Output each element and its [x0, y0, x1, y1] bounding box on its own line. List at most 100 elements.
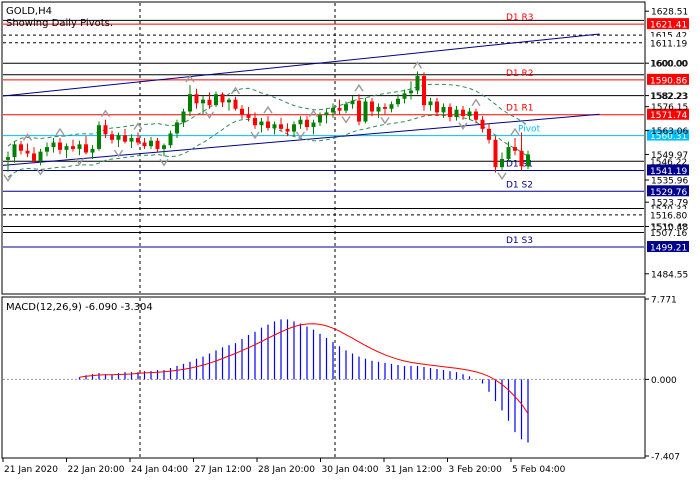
horizontal-line-price-6-bg [647, 155, 689, 167]
price-tick-label-5: 1549.97 [651, 151, 688, 161]
horizontal-line-price-5: 1582.23 [650, 92, 687, 102]
candle-body-34 [227, 99, 231, 103]
candle-body-49 [324, 112, 329, 116]
time-tick-label-4: 28 Jan 20:00 [258, 465, 315, 475]
time-axis: 21 Jan 2020 22 Jan 20:00 24 Jan 04:00 27 Ja… [2, 458, 566, 475]
candle-body-30 [201, 99, 205, 104]
candle-body-0 [6, 157, 10, 160]
candle-body-18 [123, 135, 127, 142]
time-tick-label-2: 24 Jan 04:00 [131, 465, 188, 475]
envelope-upper [7, 83, 529, 147]
candle-body-31 [207, 99, 212, 106]
indicator-note: Showing Daily Pivots. [6, 18, 113, 29]
candle-body-73 [480, 119, 485, 129]
candle-body-8 [58, 142, 62, 150]
fractal-up-35 [230, 86, 241, 95]
candle-body-42 [279, 124, 283, 129]
price-axis[interactable]: 1615.421611.191600.001582.231546.221520.… [645, 8, 689, 281]
candle-body-1 [12, 144, 17, 158]
candle-body-76 [500, 158, 504, 168]
candle-body-75 [493, 139, 498, 168]
time-tick-label-1: 22 Jan 20:00 [68, 465, 125, 475]
candle-body-32 [214, 94, 218, 106]
candle-body-67 [441, 106, 446, 113]
pivot-price-3-bg [647, 129, 689, 141]
candle-body-57 [376, 106, 381, 112]
candle-body-47 [311, 122, 316, 128]
candle-body-40 [266, 121, 270, 128]
horizontal-line-price-3-bg [647, 57, 689, 69]
pivot-price-6: 1499.21 [650, 244, 687, 254]
candle-body-25 [168, 133, 173, 146]
candle-body-79 [519, 150, 524, 167]
candle-body-64 [422, 75, 426, 106]
candle-body-27 [181, 111, 186, 123]
candle-body-56 [370, 101, 374, 112]
fractal-up-40 [263, 105, 273, 114]
macd-label: MACD(12,26,9) -6.090 -3.304 [6, 302, 153, 313]
macd-tick-label-1: 0.000 [651, 376, 677, 386]
price-tick-label-0: 1628.51 [651, 8, 688, 18]
candle-body-7 [51, 142, 56, 148]
candle-body-48 [318, 115, 322, 123]
fractal-down-52 [341, 115, 351, 124]
horizontal-lines [3, 19, 644, 234]
candle-body-13 [90, 148, 95, 153]
candle-body-19 [129, 137, 134, 142]
candle-body-74 [487, 128, 491, 140]
period-separators [139, 3, 336, 457]
candle-body-37 [246, 114, 251, 118]
horizontal-line-price-3: 1600.00 [650, 60, 687, 70]
horizontal-line-price-9-bg [647, 220, 689, 232]
fractal-up-20 [133, 122, 143, 130]
pivot-price-1-bg [647, 73, 689, 85]
candle-body-63 [415, 75, 420, 91]
horizontal-line-price-7-bg [647, 202, 689, 214]
candle-body-69 [454, 109, 459, 117]
pivot-price-4: 1541.19 [650, 167, 687, 177]
candle-body-80 [526, 154, 530, 167]
fractal-down-0 [3, 174, 13, 182]
time-tick-label-6: 31 Jan 12:00 [385, 465, 442, 475]
fractal-down-38 [250, 131, 260, 140]
price-tick-label-1: 1600.00 [651, 60, 688, 70]
candle-body-10 [71, 146, 75, 149]
candle-body-54 [357, 100, 361, 122]
candle-body-33 [220, 94, 225, 103]
trendlines[interactable] [2, 33, 600, 166]
candle-body-26 [175, 122, 179, 134]
chart-symbol-timeframe: GOLD,H4 [6, 6, 52, 17]
macd-pane[interactable]: MACD(12,26,9) -6.090 -3.304 [1, 296, 646, 459]
candle-body-6 [45, 147, 49, 152]
candle-body-14 [97, 125, 101, 149]
candle-body-39 [259, 121, 264, 126]
price-tick-label-4: 1563.06 [651, 127, 688, 137]
macd-axis: 7.771 0.000 -7.407 [645, 296, 680, 463]
candle-body-12 [84, 144, 88, 153]
price-pane[interactable]: D1 R3 D1 R2 D1 R1 Pivot D1 S1 D1 S2 D1 S3 GOLD… [1, 1, 646, 457]
candle-body-50 [331, 107, 335, 113]
fractal-down-17 [113, 149, 124, 158]
pivot-price-2: 1571.74 [650, 111, 687, 121]
fractal-up-78 [510, 127, 520, 136]
pivot-label-3: Pivot [518, 125, 541, 135]
candle-body-17 [116, 135, 121, 140]
fractal-up-8 [55, 127, 65, 136]
fractal-up-3 [22, 133, 33, 141]
pivot-price-5: 1529.76 [650, 188, 687, 198]
candle-body-58 [383, 106, 387, 109]
fractal-down-58 [380, 116, 390, 125]
candle-body-59 [389, 104, 394, 109]
fractal-down-24 [159, 158, 169, 167]
candle-body-35 [233, 99, 238, 109]
candle-body-55 [363, 101, 368, 122]
candle-body-60 [396, 98, 400, 105]
fractal-down-31 [204, 111, 215, 120]
pivot-price-6-bg [647, 241, 689, 253]
candle-body-77 [506, 147, 511, 159]
fractal-up-47 [308, 109, 319, 118]
horizontal-line-price-8-bg [647, 208, 689, 220]
macd-tick-label-2: -7.407 [651, 453, 680, 463]
